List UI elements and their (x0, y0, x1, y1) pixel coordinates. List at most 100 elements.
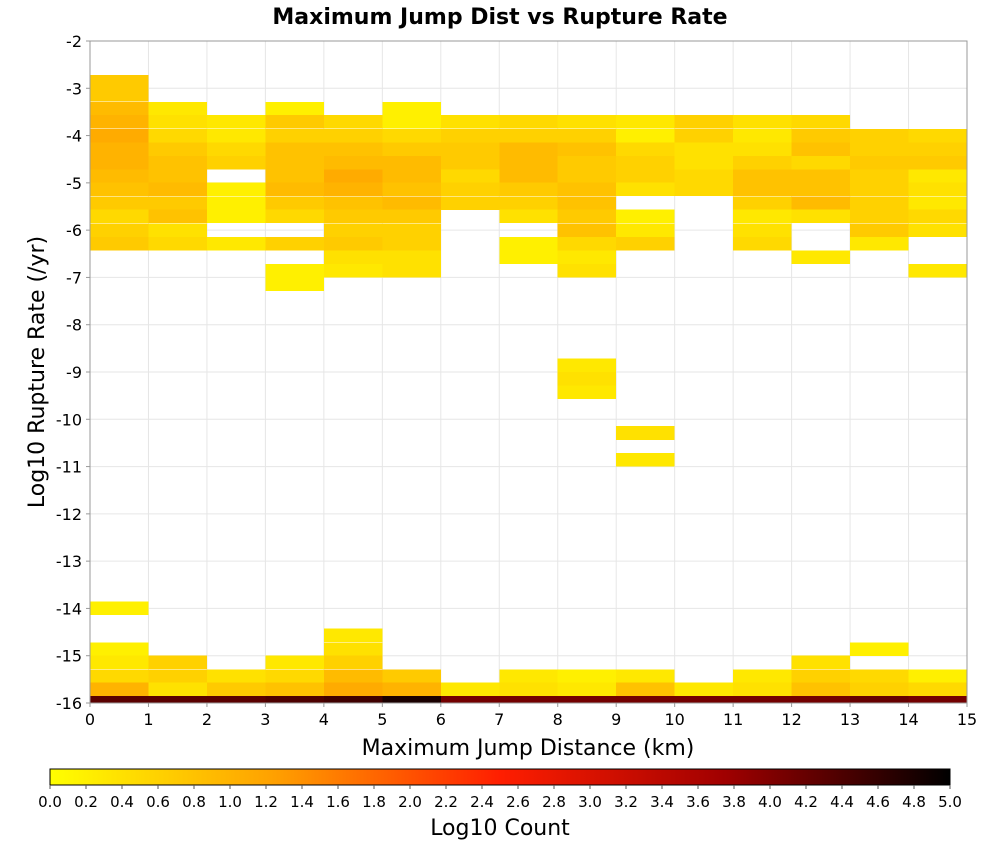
x-tick-label: 12 (781, 710, 801, 729)
x-tick-label: 1 (143, 710, 153, 729)
y-tick-label: -10 (56, 410, 82, 429)
heatmap-cell (382, 237, 441, 251)
heatmap-cell (323, 115, 383, 129)
colorbar-tick-label: 3.2 (614, 793, 638, 811)
y-tick-label: -8 (66, 316, 82, 335)
heatmap-cell (323, 264, 383, 278)
heatmap-cell (265, 682, 324, 697)
heatmap-cell (674, 169, 734, 183)
heatmap-cell (265, 669, 324, 683)
heatmap-cell (148, 655, 207, 670)
y-tick-label: -16 (56, 694, 82, 713)
heatmap-cell (674, 182, 734, 197)
heatmap-cell (90, 155, 149, 170)
heatmap-cell (90, 237, 149, 251)
heatmap-cell (791, 155, 851, 170)
colorbar-tick-label: 3.4 (650, 793, 674, 811)
heatmap-cell (90, 88, 149, 102)
y-tick-label: -6 (66, 221, 82, 240)
colorbar-tick-label: 4.4 (830, 793, 854, 811)
x-tick-label: 4 (319, 710, 329, 729)
heatmap-cell (265, 142, 324, 157)
heatmap-cell (148, 101, 207, 116)
heatmap-cell (557, 669, 617, 683)
heatmap-cell (499, 155, 558, 170)
x-axis-label: Maximum Jump Distance (km) (362, 736, 695, 761)
heatmap-cell (265, 101, 324, 116)
y-tick-label: -9 (66, 363, 82, 382)
colorbar-tick-label: 2.4 (470, 793, 494, 811)
heatmap-cell (499, 182, 558, 197)
heatmap-cell (557, 682, 617, 697)
heatmap-cell (557, 142, 617, 157)
heatmap-cell (382, 115, 441, 129)
heatmap-cell (674, 682, 734, 697)
heatmap-cell (90, 209, 149, 224)
heatmap-cell (265, 128, 324, 143)
heatmap-cell (382, 196, 441, 210)
heatmap-cell (557, 223, 617, 237)
heatmap-cell (850, 669, 909, 683)
heatmap-cell (323, 182, 383, 197)
colorbar-tick-label: 5.0 (938, 793, 962, 811)
heatmap-cell (908, 696, 967, 703)
heatmap-cell (908, 264, 967, 278)
heatmap-cell (791, 655, 851, 670)
heatmap-cell (206, 696, 266, 703)
heatmap-cell (440, 115, 500, 129)
heatmap-cell (791, 682, 851, 697)
heatmap-cell (557, 385, 617, 400)
heatmap-cell (90, 196, 149, 210)
heatmap-cell (265, 169, 324, 183)
heatmap-cell (557, 128, 617, 143)
y-tick-label: -11 (56, 458, 82, 477)
x-tick-label: 5 (377, 710, 387, 729)
heatmap-cell (382, 223, 441, 237)
colorbar-tick-label: 4.8 (902, 793, 926, 811)
colorbar-tick-label: 0.0 (38, 793, 62, 811)
y-axis-label: Log10 Rupture Rate (/yr) (25, 236, 50, 508)
heatmap-cell (499, 169, 558, 183)
heatmap-cell (733, 696, 792, 703)
heatmap-cells (90, 74, 967, 703)
heatmap-cell (850, 182, 909, 197)
heatmap-cell (206, 128, 266, 143)
x-tick-label: 10 (664, 710, 684, 729)
heatmap-cell (733, 155, 792, 170)
heatmap-cell (850, 196, 909, 210)
colorbar-tick-label: 2.2 (434, 793, 458, 811)
heatmap-cell (265, 196, 324, 210)
colorbar (49, 768, 951, 786)
colorbar-ticks: 0.0 0.2 0.4 0.6 0.8 1.0 1.2 1.4 1.6 1.8 2.0 2.2 2.4 2… (38, 785, 962, 811)
heatmap-cell (791, 142, 851, 157)
heatmap-cell (323, 696, 383, 703)
heatmap-cell (557, 115, 617, 129)
heatmap-cell (148, 128, 207, 143)
y-tick-label: -14 (56, 599, 82, 618)
y-tick-label: -4 (66, 127, 82, 146)
heatmap-cell (733, 209, 792, 224)
heatmap-cell (323, 142, 383, 157)
colorbar-tick-label: 2.8 (542, 793, 566, 811)
heatmap-cell (557, 358, 617, 373)
heatmap-cell (206, 142, 266, 157)
heatmap-cell (616, 155, 675, 170)
heatmap-cell (733, 128, 792, 143)
heatmap-cell (616, 169, 675, 183)
heatmap-cell (323, 155, 383, 170)
heatmap-cell (733, 115, 792, 129)
heatmap-cell (265, 155, 324, 170)
heatmap-cell (382, 669, 441, 683)
heatmap-cell (499, 142, 558, 157)
x-tick-label: 8 (553, 710, 563, 729)
heatmap-cell (850, 142, 909, 157)
heatmap-cell (791, 196, 851, 210)
heatmap-cell (733, 682, 792, 697)
x-axis-ticks: 0 1 2 3 4 5 6 7 8 9 10 11 12 13 14 15 (85, 703, 977, 729)
heatmap-cell (148, 155, 207, 170)
heatmap-cell (908, 169, 967, 183)
heatmap-cell (616, 453, 675, 467)
heatmap-cell (440, 196, 500, 210)
heatmap-cell (90, 642, 149, 656)
heatmap-cell (148, 237, 207, 251)
